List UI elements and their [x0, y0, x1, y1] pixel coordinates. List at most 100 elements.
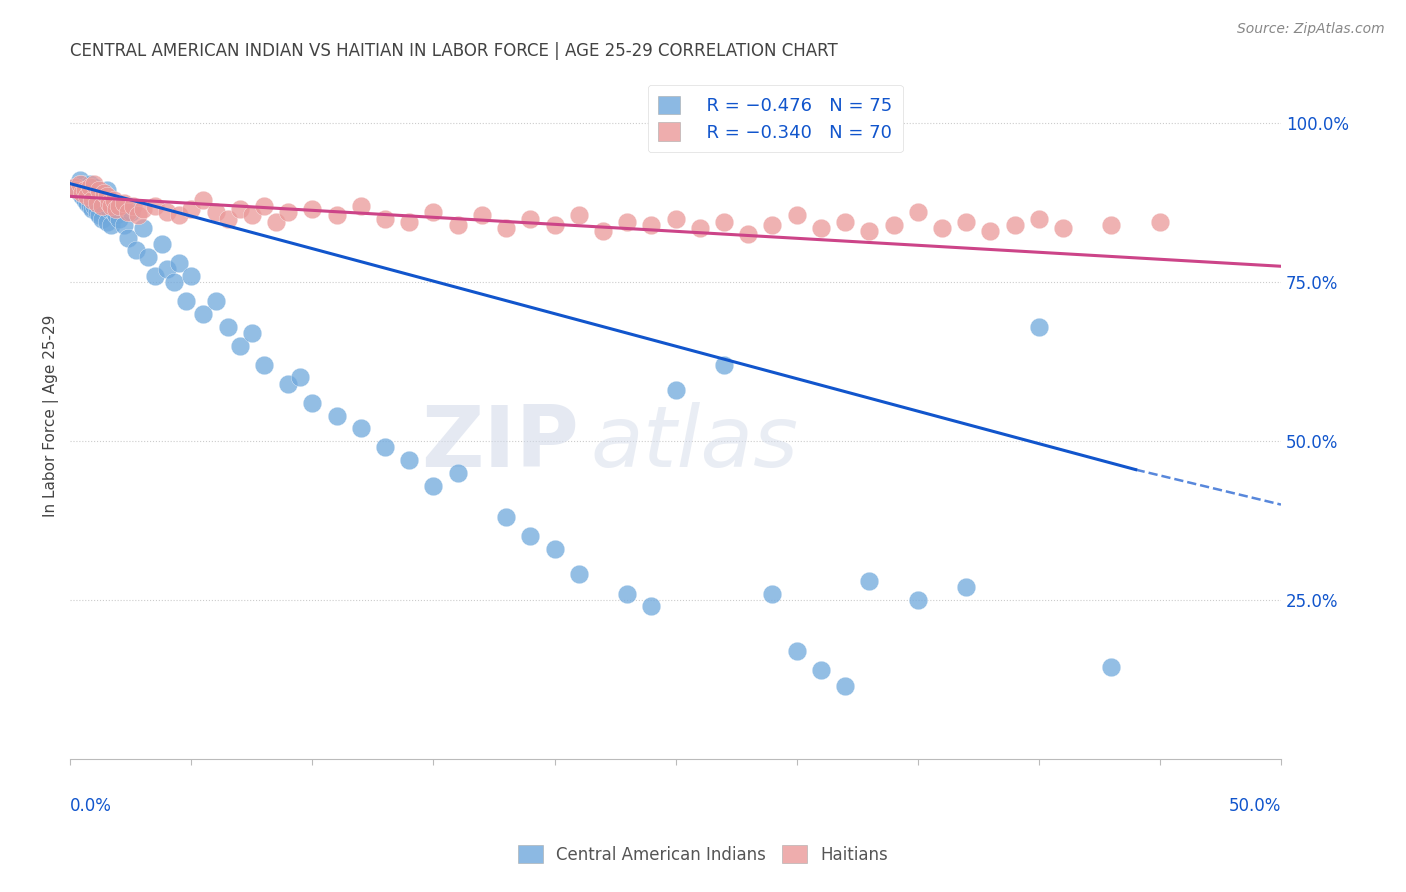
Point — [63, 179, 86, 194]
Point — [277, 205, 299, 219]
Point — [76, 189, 98, 203]
Point — [907, 205, 929, 219]
Text: ZIP: ZIP — [420, 401, 579, 484]
Point — [1149, 215, 1171, 229]
Point — [737, 227, 759, 242]
Point — [1101, 659, 1123, 673]
Point — [1028, 319, 1050, 334]
Point — [80, 183, 103, 197]
Point — [640, 218, 662, 232]
Point — [120, 205, 142, 219]
Point — [63, 179, 86, 194]
Text: Source: ZipAtlas.com: Source: ZipAtlas.com — [1237, 22, 1385, 37]
Point — [979, 224, 1001, 238]
Point — [69, 173, 91, 187]
Point — [277, 376, 299, 391]
Point — [665, 211, 688, 226]
Point — [422, 205, 444, 219]
Point — [72, 177, 94, 191]
Point — [156, 262, 179, 277]
Point — [176, 294, 198, 309]
Point — [543, 542, 565, 557]
Point — [495, 221, 517, 235]
Point — [931, 221, 953, 235]
Point — [253, 358, 276, 372]
Point — [69, 177, 91, 191]
Point — [907, 593, 929, 607]
Point — [112, 195, 135, 210]
Point — [193, 193, 215, 207]
Point — [495, 510, 517, 524]
Point — [180, 202, 202, 216]
Point — [73, 193, 96, 207]
Point — [761, 586, 783, 600]
Point — [689, 221, 711, 235]
Point — [100, 218, 122, 232]
Point — [83, 177, 105, 191]
Point — [240, 208, 263, 222]
Point — [253, 199, 276, 213]
Point — [471, 208, 494, 222]
Y-axis label: In Labor Force | Age 25-29: In Labor Force | Age 25-29 — [44, 314, 59, 516]
Point — [543, 218, 565, 232]
Point — [665, 383, 688, 397]
Point — [124, 244, 146, 258]
Point — [89, 208, 111, 222]
Point — [89, 183, 111, 197]
Point — [858, 574, 880, 588]
Point — [810, 663, 832, 677]
Point — [83, 199, 105, 213]
Text: 0.0%: 0.0% — [70, 797, 112, 814]
Point — [66, 183, 89, 197]
Point — [98, 202, 121, 216]
Point — [107, 211, 129, 226]
Point — [117, 230, 139, 244]
Point — [112, 218, 135, 232]
Point — [167, 256, 190, 270]
Point — [79, 199, 101, 213]
Point — [713, 215, 735, 229]
Point — [834, 215, 856, 229]
Legend:   R = −0.476   N = 75,   R = −0.340   N = 70: R = −0.476 N = 75, R = −0.340 N = 70 — [648, 85, 903, 153]
Point — [96, 215, 118, 229]
Point — [86, 205, 108, 219]
Point — [83, 179, 105, 194]
Point — [72, 186, 94, 201]
Point — [568, 567, 591, 582]
Point — [107, 199, 129, 213]
Point — [80, 202, 103, 216]
Point — [143, 199, 166, 213]
Point — [76, 183, 98, 197]
Point — [229, 202, 252, 216]
Point — [858, 224, 880, 238]
Point — [217, 211, 239, 226]
Point — [834, 679, 856, 693]
Point — [80, 193, 103, 207]
Point — [1028, 211, 1050, 226]
Point — [136, 250, 159, 264]
Point — [93, 186, 115, 201]
Point — [72, 189, 94, 203]
Point — [786, 644, 808, 658]
Point — [786, 208, 808, 222]
Point — [447, 218, 470, 232]
Point — [447, 466, 470, 480]
Point — [167, 208, 190, 222]
Point — [127, 208, 149, 222]
Point — [301, 396, 323, 410]
Point — [93, 199, 115, 213]
Point — [103, 205, 125, 219]
Text: atlas: atlas — [591, 401, 799, 484]
Point — [1101, 218, 1123, 232]
Point — [1004, 218, 1026, 232]
Point — [89, 189, 111, 203]
Point — [810, 221, 832, 235]
Point — [374, 441, 396, 455]
Point — [105, 202, 128, 216]
Point — [301, 202, 323, 216]
Point — [204, 294, 226, 309]
Point — [79, 179, 101, 194]
Point — [180, 268, 202, 283]
Point — [103, 193, 125, 207]
Point — [519, 211, 541, 226]
